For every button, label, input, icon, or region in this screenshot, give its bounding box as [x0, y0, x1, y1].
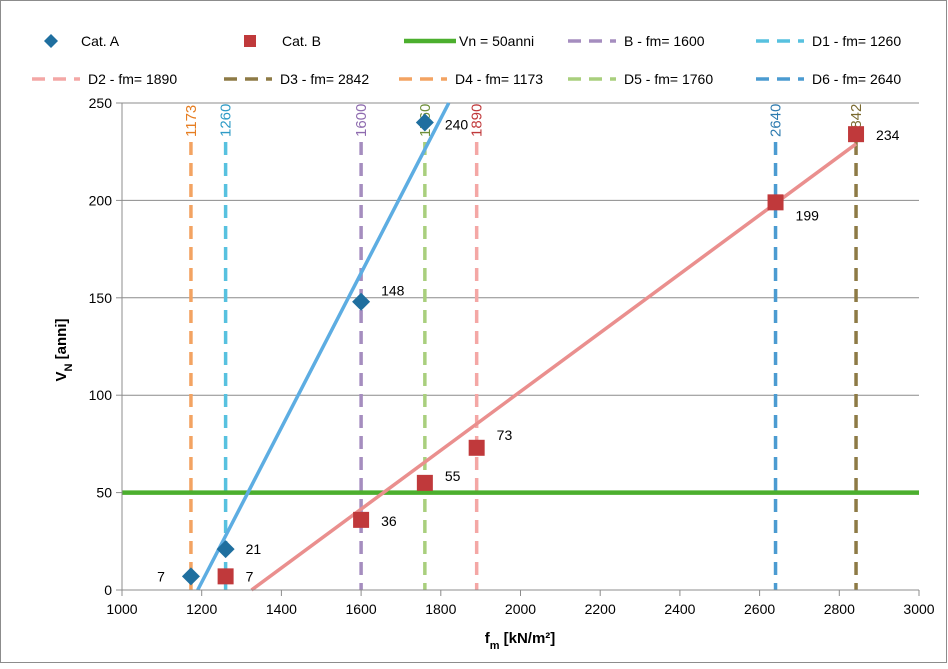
trendline-cat-a	[196, 102, 451, 591]
x-tick-label: 1800	[425, 601, 456, 617]
axes-layer: 0 50 100 150 200 250 1000 1200 1400 1600 1800 2000 2…	[89, 95, 935, 617]
legend-label-vline: D4 - fm= 1173	[455, 71, 543, 87]
x-tick-label: 2200	[585, 601, 616, 617]
x-tick-label: 1600	[346, 601, 377, 617]
vline-label-1600: 1600	[353, 104, 370, 137]
x-tick-label: 2400	[664, 601, 695, 617]
point-cat-b	[468, 439, 485, 456]
legend-label-vn: Vn = 50anni	[459, 33, 534, 49]
data-label: 7	[157, 568, 165, 584]
data-label: 199	[796, 207, 820, 223]
x-tick-label: 2000	[505, 601, 536, 617]
y-tick-label: 250	[89, 95, 113, 111]
vline-label-2640: 2640	[768, 104, 785, 137]
point-cat-b	[767, 194, 784, 211]
x-tick-label: 2800	[824, 601, 855, 617]
x-axis-title: fm [kN/m²]	[485, 630, 556, 652]
vline-label-1260: 1260	[218, 104, 235, 137]
x-tick-label: 1400	[266, 601, 297, 617]
point-cat-a	[181, 567, 200, 586]
legend-label-vline: D2 - fm= 1890	[88, 71, 177, 87]
data-label: 36	[381, 513, 397, 529]
y-axis-title: VN [anni]	[53, 319, 75, 382]
data-label: 148	[381, 283, 405, 299]
legend-label-vline: D1 - fm= 1260	[812, 33, 901, 49]
data-label: 73	[497, 427, 513, 443]
x-tick-label: 1000	[106, 601, 137, 617]
point-cat-a	[415, 113, 434, 132]
legend-label-vline: D3 - fm= 2842	[280, 71, 369, 87]
point-cat-b	[353, 511, 370, 528]
trendlines-layer	[196, 102, 858, 592]
legend-marker-cat-a	[44, 34, 58, 48]
data-label: 234	[876, 127, 900, 143]
vline-label-1173: 1173	[183, 105, 200, 137]
data-label: 55	[445, 468, 461, 484]
y-tick-label: 100	[89, 387, 113, 403]
y-tick-label: 150	[89, 290, 113, 306]
data-label: 7	[246, 568, 254, 584]
legend-label-vline: B - fm= 1600	[624, 33, 705, 49]
vline-label-1890: 1890	[469, 104, 486, 137]
y-tick-label: 0	[104, 582, 112, 598]
y-tick-label: 200	[89, 192, 113, 208]
point-cat-a	[216, 540, 235, 559]
data-label: 240	[445, 116, 469, 132]
point-cat-a	[352, 292, 371, 311]
x-tick-label: 3000	[903, 601, 934, 617]
legend-label-cat-a: Cat. A	[81, 33, 120, 49]
data-label: 21	[246, 541, 262, 557]
legend-label-cat-b: Cat. B	[282, 33, 321, 49]
point-cat-b	[416, 474, 433, 491]
point-cat-b	[848, 126, 865, 143]
legend-marker-cat-b	[244, 35, 256, 47]
x-tick-label: 2600	[744, 601, 775, 617]
legend-label-vline: D6 - fm= 2640	[812, 71, 901, 87]
y-tick-label: 50	[96, 485, 112, 501]
legend-label-vline: D5 - fm= 1760	[624, 71, 713, 87]
axis-titles: fm [kN/m²] VN [anni]	[53, 319, 555, 652]
x-tick-label: 1200	[186, 601, 217, 617]
trendline-cat-b	[250, 142, 858, 592]
point-cat-b	[217, 568, 234, 585]
legend: Cat. A Cat. B Vn = 50anni B - fm= 1600 D1 - …	[32, 33, 901, 87]
points-layer: 7 21 148 240 7 36 55 73 199 234	[157, 113, 900, 586]
